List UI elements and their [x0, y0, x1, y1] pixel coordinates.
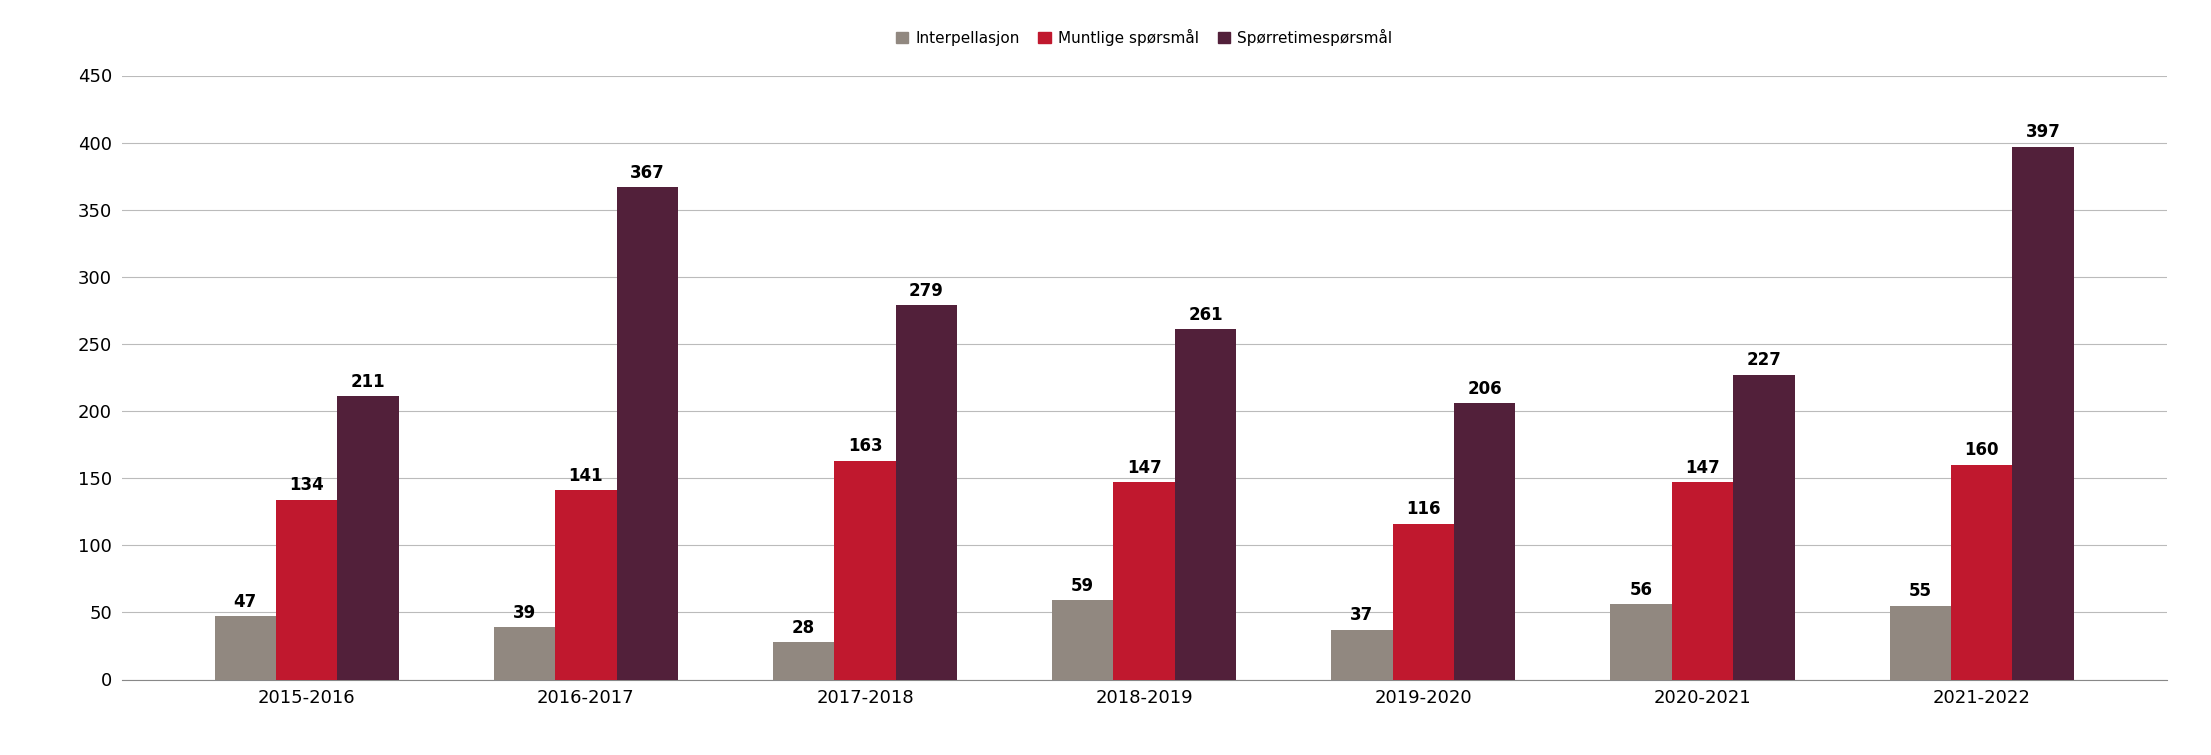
Bar — [1174, 329, 1236, 680]
Bar — [1890, 606, 1950, 680]
Text: 397: 397 — [2025, 123, 2061, 141]
Text: 206: 206 — [1468, 380, 1501, 398]
Bar — [1455, 403, 1515, 680]
Bar — [1950, 465, 2012, 680]
Text: 279: 279 — [909, 282, 944, 300]
Text: 39: 39 — [513, 604, 535, 622]
Text: 37: 37 — [1351, 606, 1373, 624]
Text: 227: 227 — [1747, 351, 1782, 369]
Text: 147: 147 — [1685, 459, 1720, 477]
Text: 134: 134 — [290, 476, 325, 495]
Text: 56: 56 — [1630, 581, 1652, 599]
Bar — [1331, 630, 1393, 680]
Bar — [774, 642, 834, 680]
Text: 28: 28 — [792, 618, 816, 636]
Text: 160: 160 — [1963, 442, 1999, 459]
Text: 147: 147 — [1128, 459, 1161, 477]
Bar — [1733, 374, 1795, 680]
Text: 211: 211 — [352, 373, 385, 391]
Bar — [1052, 600, 1114, 680]
Bar — [1114, 482, 1174, 680]
Legend: Interpellasjon, Muntlige spørsmål, Spørretimespørsmål: Interpellasjon, Muntlige spørsmål, Spørr… — [889, 23, 1400, 52]
Bar — [493, 627, 555, 680]
Text: 141: 141 — [568, 467, 604, 485]
Text: 59: 59 — [1070, 577, 1094, 595]
Bar — [617, 187, 679, 680]
Bar — [1610, 604, 1672, 680]
Bar — [555, 490, 617, 680]
Bar — [2012, 146, 2074, 680]
Bar — [1393, 524, 1455, 680]
Bar — [338, 396, 398, 680]
Bar — [895, 305, 957, 680]
Text: 367: 367 — [630, 164, 666, 181]
Bar — [1672, 482, 1733, 680]
Text: 116: 116 — [1406, 501, 1442, 519]
Bar — [276, 500, 338, 680]
Text: 55: 55 — [1908, 582, 1932, 600]
Bar — [834, 461, 895, 680]
Text: 47: 47 — [234, 593, 256, 611]
Text: 163: 163 — [847, 437, 882, 455]
Bar — [214, 616, 276, 680]
Text: 261: 261 — [1187, 306, 1223, 324]
